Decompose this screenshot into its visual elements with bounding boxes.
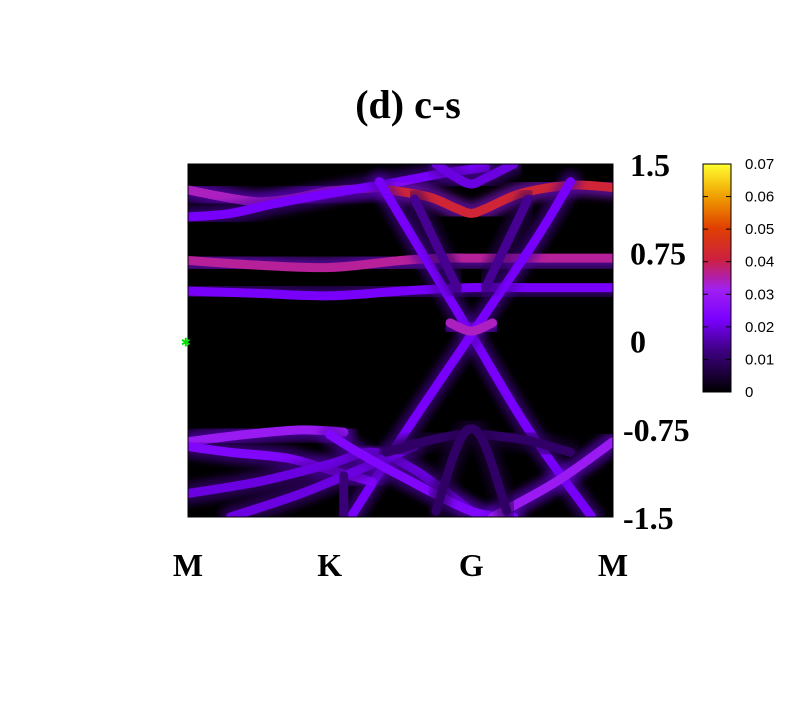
y-tick-label: 0 — [630, 324, 646, 360]
x-tick-label: G — [459, 547, 484, 583]
colorbar-tick-label: 0.01 — [745, 351, 774, 368]
y-axis-ticks: 1.5 0.75 0 -0.75 -1.5 — [623, 147, 690, 536]
band-5 — [188, 282, 613, 301]
green-marker: ✱ — [181, 336, 191, 350]
y-tick-label: -1.5 — [623, 500, 674, 536]
plot-area — [187, 163, 614, 518]
colorbar-tick-label: 0.04 — [745, 254, 774, 271]
colorbar-tick-label: 0.05 — [745, 221, 774, 238]
colorbar-tick-label: 0.07 — [745, 156, 774, 173]
y-tick-label: 1.5 — [630, 147, 670, 183]
band-8 — [410, 194, 462, 293]
colorbar-tick-label: 0 — [745, 384, 753, 401]
colorbar-tick-label: 0.06 — [745, 189, 774, 206]
band-9 — [481, 194, 533, 293]
x-tick-label: M — [598, 547, 628, 583]
colorbar: 0.07 0.06 0.05 0.04 0.03 0.02 0.01 0 — [702, 156, 774, 401]
colorbar-ticks: 0.07 0.06 0.05 0.04 0.03 0.02 0.01 0 — [703, 156, 774, 401]
x-tick-label: M — [173, 547, 203, 583]
colorbar-tick-label: 0.03 — [745, 286, 774, 303]
band-18 — [481, 430, 575, 457]
y-tick-label: -0.75 — [623, 412, 690, 448]
band-3 — [431, 164, 519, 189]
x-tick-label: K — [317, 547, 342, 583]
y-tick-label: 0.75 — [630, 235, 686, 271]
marker-layer: ✱ — [181, 336, 191, 350]
colorbar-tick-label: 0.02 — [745, 319, 774, 336]
band-10 — [445, 318, 498, 336]
band-19 — [431, 424, 512, 516]
plot-frame — [187, 163, 614, 518]
colorbar-gradient — [702, 163, 732, 393]
chart-title: (d) c-s — [355, 82, 461, 127]
bands-layer — [188, 164, 613, 517]
